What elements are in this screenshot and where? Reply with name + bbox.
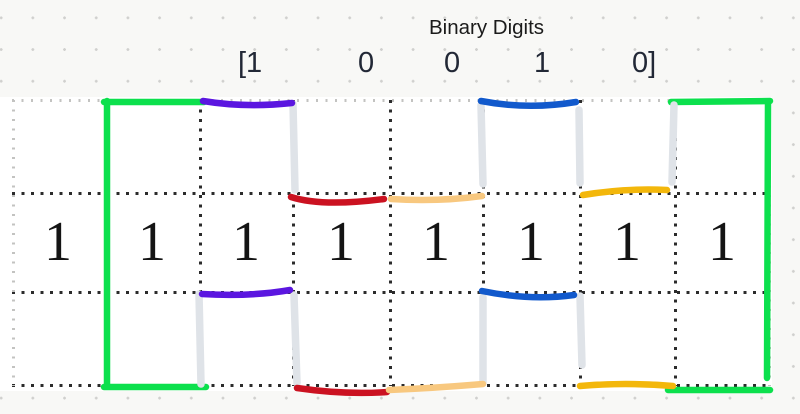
grid-cell-value[interactable]: 1 (517, 211, 545, 273)
binary-array-digit-1[interactable]: 1 (534, 47, 551, 79)
grid-cell-value[interactable]: 1 (232, 211, 260, 273)
stroke-transition-bottom-2[interactable] (290, 291, 301, 387)
binary-array-close-0[interactable]: 0] (632, 47, 657, 79)
binary-array-digit-0b[interactable]: 0 (444, 47, 461, 79)
stroke-digit1-high-top[interactable] (199, 97, 296, 109)
stroke-close-bracket-top[interactable] (667, 97, 774, 106)
stroke-digit2-low-bottom[interactable] (293, 384, 391, 397)
stroke-transition-top-4[interactable] (668, 101, 678, 186)
grid-line-col3 (292, 100, 295, 386)
grid-line-col7 (674, 100, 677, 386)
stroke-close-bracket-vertical[interactable] (763, 99, 772, 382)
stroke-digit5-low-bottom[interactable] (576, 380, 677, 390)
drawing-band (0, 97, 772, 391)
grid-line-col6 (579, 100, 582, 386)
grid-line-col4 (389, 100, 392, 386)
grid-cell-value[interactable]: 1 (44, 211, 72, 273)
stroke-transition-top-3[interactable] (575, 106, 584, 187)
grid-line-col5 (482, 100, 485, 386)
stroke-digit3-low-top[interactable] (387, 192, 486, 204)
stroke-digit3-low-bottom[interactable] (385, 380, 487, 394)
stroke-digit4-high-top[interactable] (477, 97, 580, 109)
stroke-transition-top-1[interactable] (289, 100, 299, 194)
grid-cell-value[interactable]: 1 (327, 211, 355, 273)
stroke-digit5-low-top[interactable] (579, 186, 671, 199)
grid-cell-value[interactable]: 1 (613, 211, 641, 273)
grid-cell-value[interactable]: 1 (708, 211, 736, 273)
grid-line-col2 (199, 100, 202, 386)
stroke-transition-bottom-4[interactable] (576, 292, 586, 369)
grid-cell-value[interactable]: 1 (422, 211, 450, 273)
stroke-digit2-low-top[interactable] (287, 193, 388, 206)
grid-line-left (12, 100, 15, 386)
stroke-transition-top-2[interactable] (477, 101, 487, 188)
diagram-title[interactable]: Binary Digits (429, 16, 545, 39)
stroke-transition-bottom-1[interactable] (195, 290, 205, 388)
stroke-digit1-high-bottom[interactable] (198, 286, 294, 299)
binary-array-open-1[interactable]: [1 (238, 47, 263, 79)
stroke-digit4-high-bottom[interactable] (478, 287, 578, 301)
grid-cell-value[interactable]: 1 (138, 211, 166, 273)
binary-array-digit-0[interactable]: 0 (358, 47, 375, 79)
